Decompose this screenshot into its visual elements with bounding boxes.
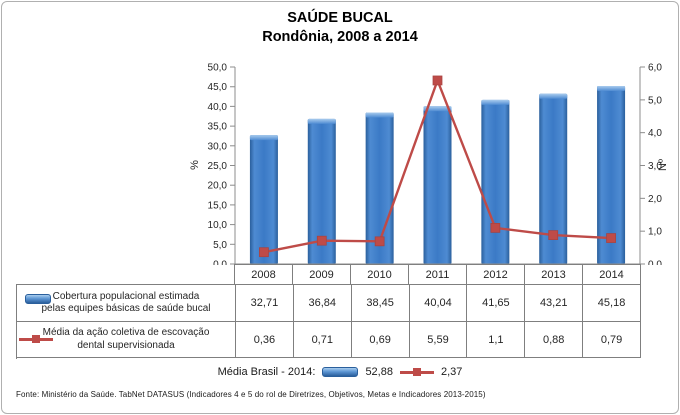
value-cell-row2-2008: 0,36 [236, 322, 294, 358]
value-cell-row1-2012: 41,65 [467, 285, 526, 322]
title-block: SAÚDE BUCAL Rondônia, 2008 a 2014 [2, 9, 678, 47]
media-brasil-row: Média Brasil - 2014: 52,88 2,37 [2, 363, 678, 381]
legend-bar-series-label: Cobertura populacional estimada pelas eq… [17, 285, 236, 322]
media-brasil-line-icon [399, 367, 434, 377]
axis-tick-label: 50,0 [208, 63, 228, 74]
media-brasil-bar-value: 52,88 [365, 366, 393, 378]
legend-value-table: Cobertura populacional estimada pelas eq… [16, 284, 641, 359]
value-cell-row2-2012: 1,1 [467, 322, 526, 358]
line-marker-2014 [606, 233, 616, 243]
value-cell-row2-2014: 0,79 [583, 322, 641, 358]
axis-tick-label: 40,0 [208, 102, 228, 113]
year-cell-2010: 2010 [351, 265, 409, 285]
bar-2014 [597, 85, 626, 264]
line-marker-2012 [490, 223, 501, 233]
legend-line-label-line1: Média da ação coletiva de escovação [42, 327, 210, 338]
line-marker-2008 [259, 247, 269, 258]
bar-cap [539, 93, 568, 99]
legend-bar-label-line2: pelas equipes básicas de saúde bucal [41, 303, 211, 314]
media-brasil-label: Média Brasil - 2014: [217, 366, 316, 378]
axis-tick-label: 20,0 [208, 181, 228, 192]
line-marker-2010 [374, 236, 385, 247]
bar-series [249, 85, 626, 265]
bar-cap [423, 106, 452, 112]
source-note: Fonte: Ministério da Saúde. TabNet DATAS… [16, 390, 486, 399]
value-cell-row1-2010: 38,45 [351, 285, 410, 322]
axis-tick-label: 4,0 [648, 128, 662, 139]
year-cell-2012: 2012 [467, 265, 525, 285]
line-marker-2013 [548, 230, 559, 240]
bar-2008 [249, 135, 278, 264]
line-marker-2009 [316, 235, 327, 246]
axis-tick-label: 25,0 [208, 161, 228, 172]
bar-2010 [365, 112, 394, 264]
media-brasil-line-value: 2,37 [440, 366, 463, 378]
bar-2011 [423, 106, 452, 264]
bar-cap [249, 135, 278, 141]
value-cell-row1-2014: 45,18 [583, 285, 641, 322]
bar-2012 [481, 99, 510, 264]
left-axis-title: % [189, 160, 201, 170]
axis-tick-label: 1,0 [648, 227, 662, 238]
value-cell-row2-2009: 0,71 [293, 322, 352, 358]
axis-tick-label: 10,0 [208, 220, 228, 231]
value-cell-row2-2010: 0,69 [351, 322, 410, 358]
value-cell-row2-2011: 5,59 [409, 322, 468, 358]
value-cell-row1-2008: 32,71 [236, 285, 294, 322]
bar-cap [307, 118, 336, 124]
media-brasil-bar-icon [322, 367, 359, 377]
right-axis-title: Nº [657, 159, 669, 171]
line-series [259, 75, 616, 258]
year-cell-2013: 2013 [525, 265, 583, 285]
line-marker-2011 [432, 75, 443, 86]
chart-subtitle: Rondônia, 2008 a 2014 [262, 29, 418, 45]
axis-tick-label: 0,0 [213, 260, 227, 266]
axis-tick-label: 35,0 [208, 122, 228, 133]
value-cell-row2-2013: 0,88 [525, 322, 584, 358]
year-cell-2008: 2008 [235, 265, 293, 285]
bar-2009 [307, 118, 336, 264]
legend-line-label-line2: dental supervisionada [77, 339, 175, 351]
year-cell-2014: 2014 [583, 265, 641, 285]
year-cell-2009: 2009 [293, 265, 351, 285]
x-axis-year-row: 2008 2009 2010 2011 2012 2013 2014 [234, 264, 641, 285]
axis-tick-label: 5,0 [648, 95, 662, 106]
bar-series-legend-icon [25, 294, 51, 304]
axis-tick-label: 0,0 [648, 260, 662, 266]
legend-line-series-label: Média da ação coletiva de escovação dent… [17, 322, 236, 358]
value-cell-row1-2009: 36,84 [293, 285, 352, 322]
value-cell-row1-2013: 43,21 [525, 285, 584, 322]
axis-tick-label: 6,0 [648, 63, 662, 74]
year-cell-2011: 2011 [409, 265, 467, 285]
combo-bar-line-chart: 0,0 5,0 10,0 15,0 20,0 25,0 30,0 35,0 40,0 45,0 50… [189, 63, 669, 266]
axis-tick-label: 2,0 [648, 194, 662, 205]
bar-cap [365, 112, 394, 118]
bar-cap [597, 85, 626, 91]
chart-title: SAÚDE BUCAL [287, 10, 393, 26]
line-series-legend-icon [19, 334, 53, 344]
axis-tick-label: 15,0 [208, 200, 228, 211]
bar-2013 [539, 93, 568, 265]
axis-tick-label: 3,0 [648, 161, 662, 172]
value-cell-row1-2011: 40,04 [409, 285, 468, 322]
axis-tick-label: 45,0 [208, 82, 228, 93]
axis-tick-label: 5,0 [213, 240, 227, 251]
bar-cap [481, 99, 510, 105]
legend-bar-label-line1: Cobertura populacional estimada [52, 290, 200, 302]
axis-tick-label: 30,0 [208, 141, 228, 152]
